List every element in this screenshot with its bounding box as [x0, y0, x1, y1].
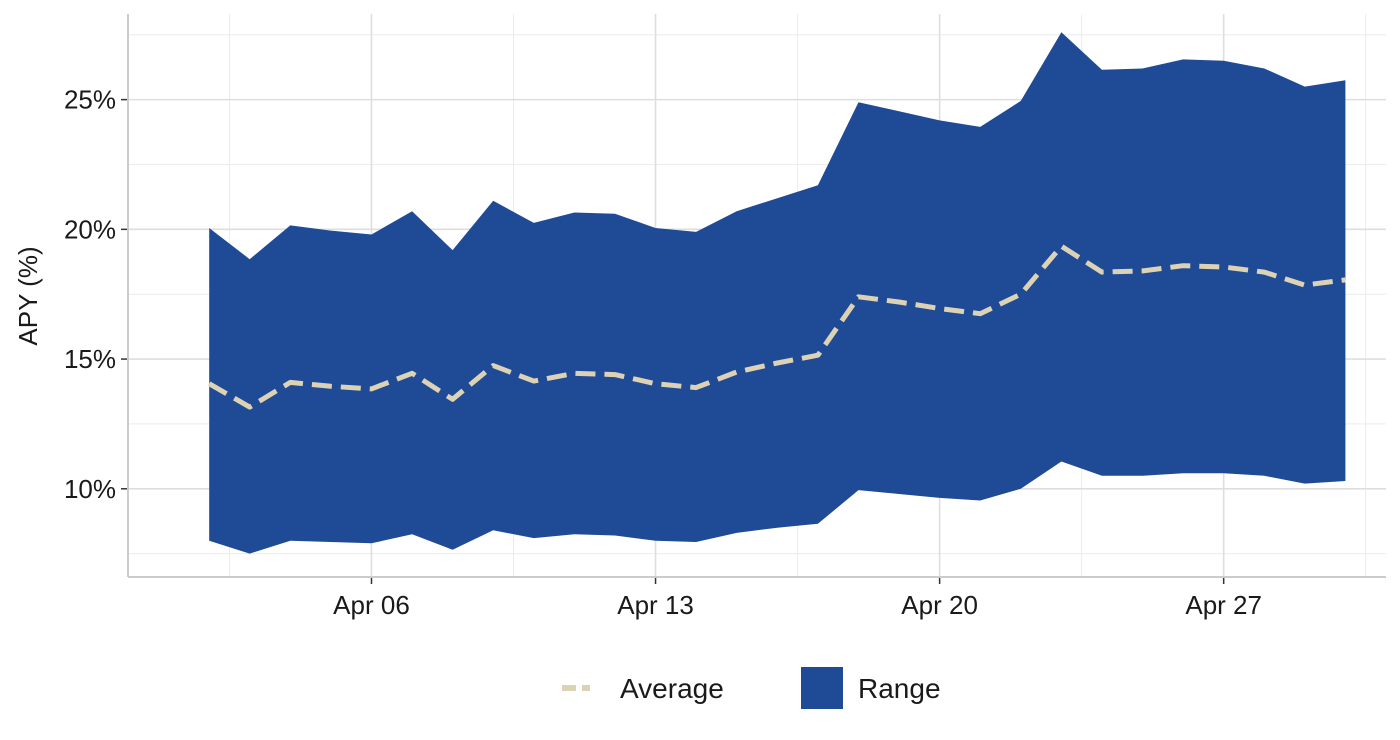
x-tick-label: Apr 06 [333, 590, 410, 620]
range-band [209, 32, 1346, 554]
average-line [207, 243, 1346, 410]
x-tick-label: Apr 20 [901, 590, 978, 620]
axes [121, 14, 1386, 584]
y-tick-labels: 10% 15% 20% 25% [64, 85, 116, 504]
legend-range-swatch [801, 667, 843, 709]
range-band-layer [209, 32, 1346, 554]
y-tick-label: 10% [64, 474, 116, 504]
legend-range-label: Range [858, 673, 941, 704]
y-tick-label: 25% [64, 85, 116, 115]
y-axis-title: APY (%) [13, 246, 43, 345]
y-tick-label: 15% [64, 344, 116, 374]
average-line-layer [207, 243, 1346, 410]
legend-average-label: Average [620, 673, 724, 704]
x-tick-label: Apr 27 [1185, 590, 1262, 620]
x-tick-labels: Apr 06 Apr 13 Apr 20 Apr 27 [333, 590, 1262, 620]
legend: Average Range [562, 667, 941, 709]
x-tick-label: Apr 13 [617, 590, 694, 620]
y-tick-label: 20% [64, 214, 116, 244]
